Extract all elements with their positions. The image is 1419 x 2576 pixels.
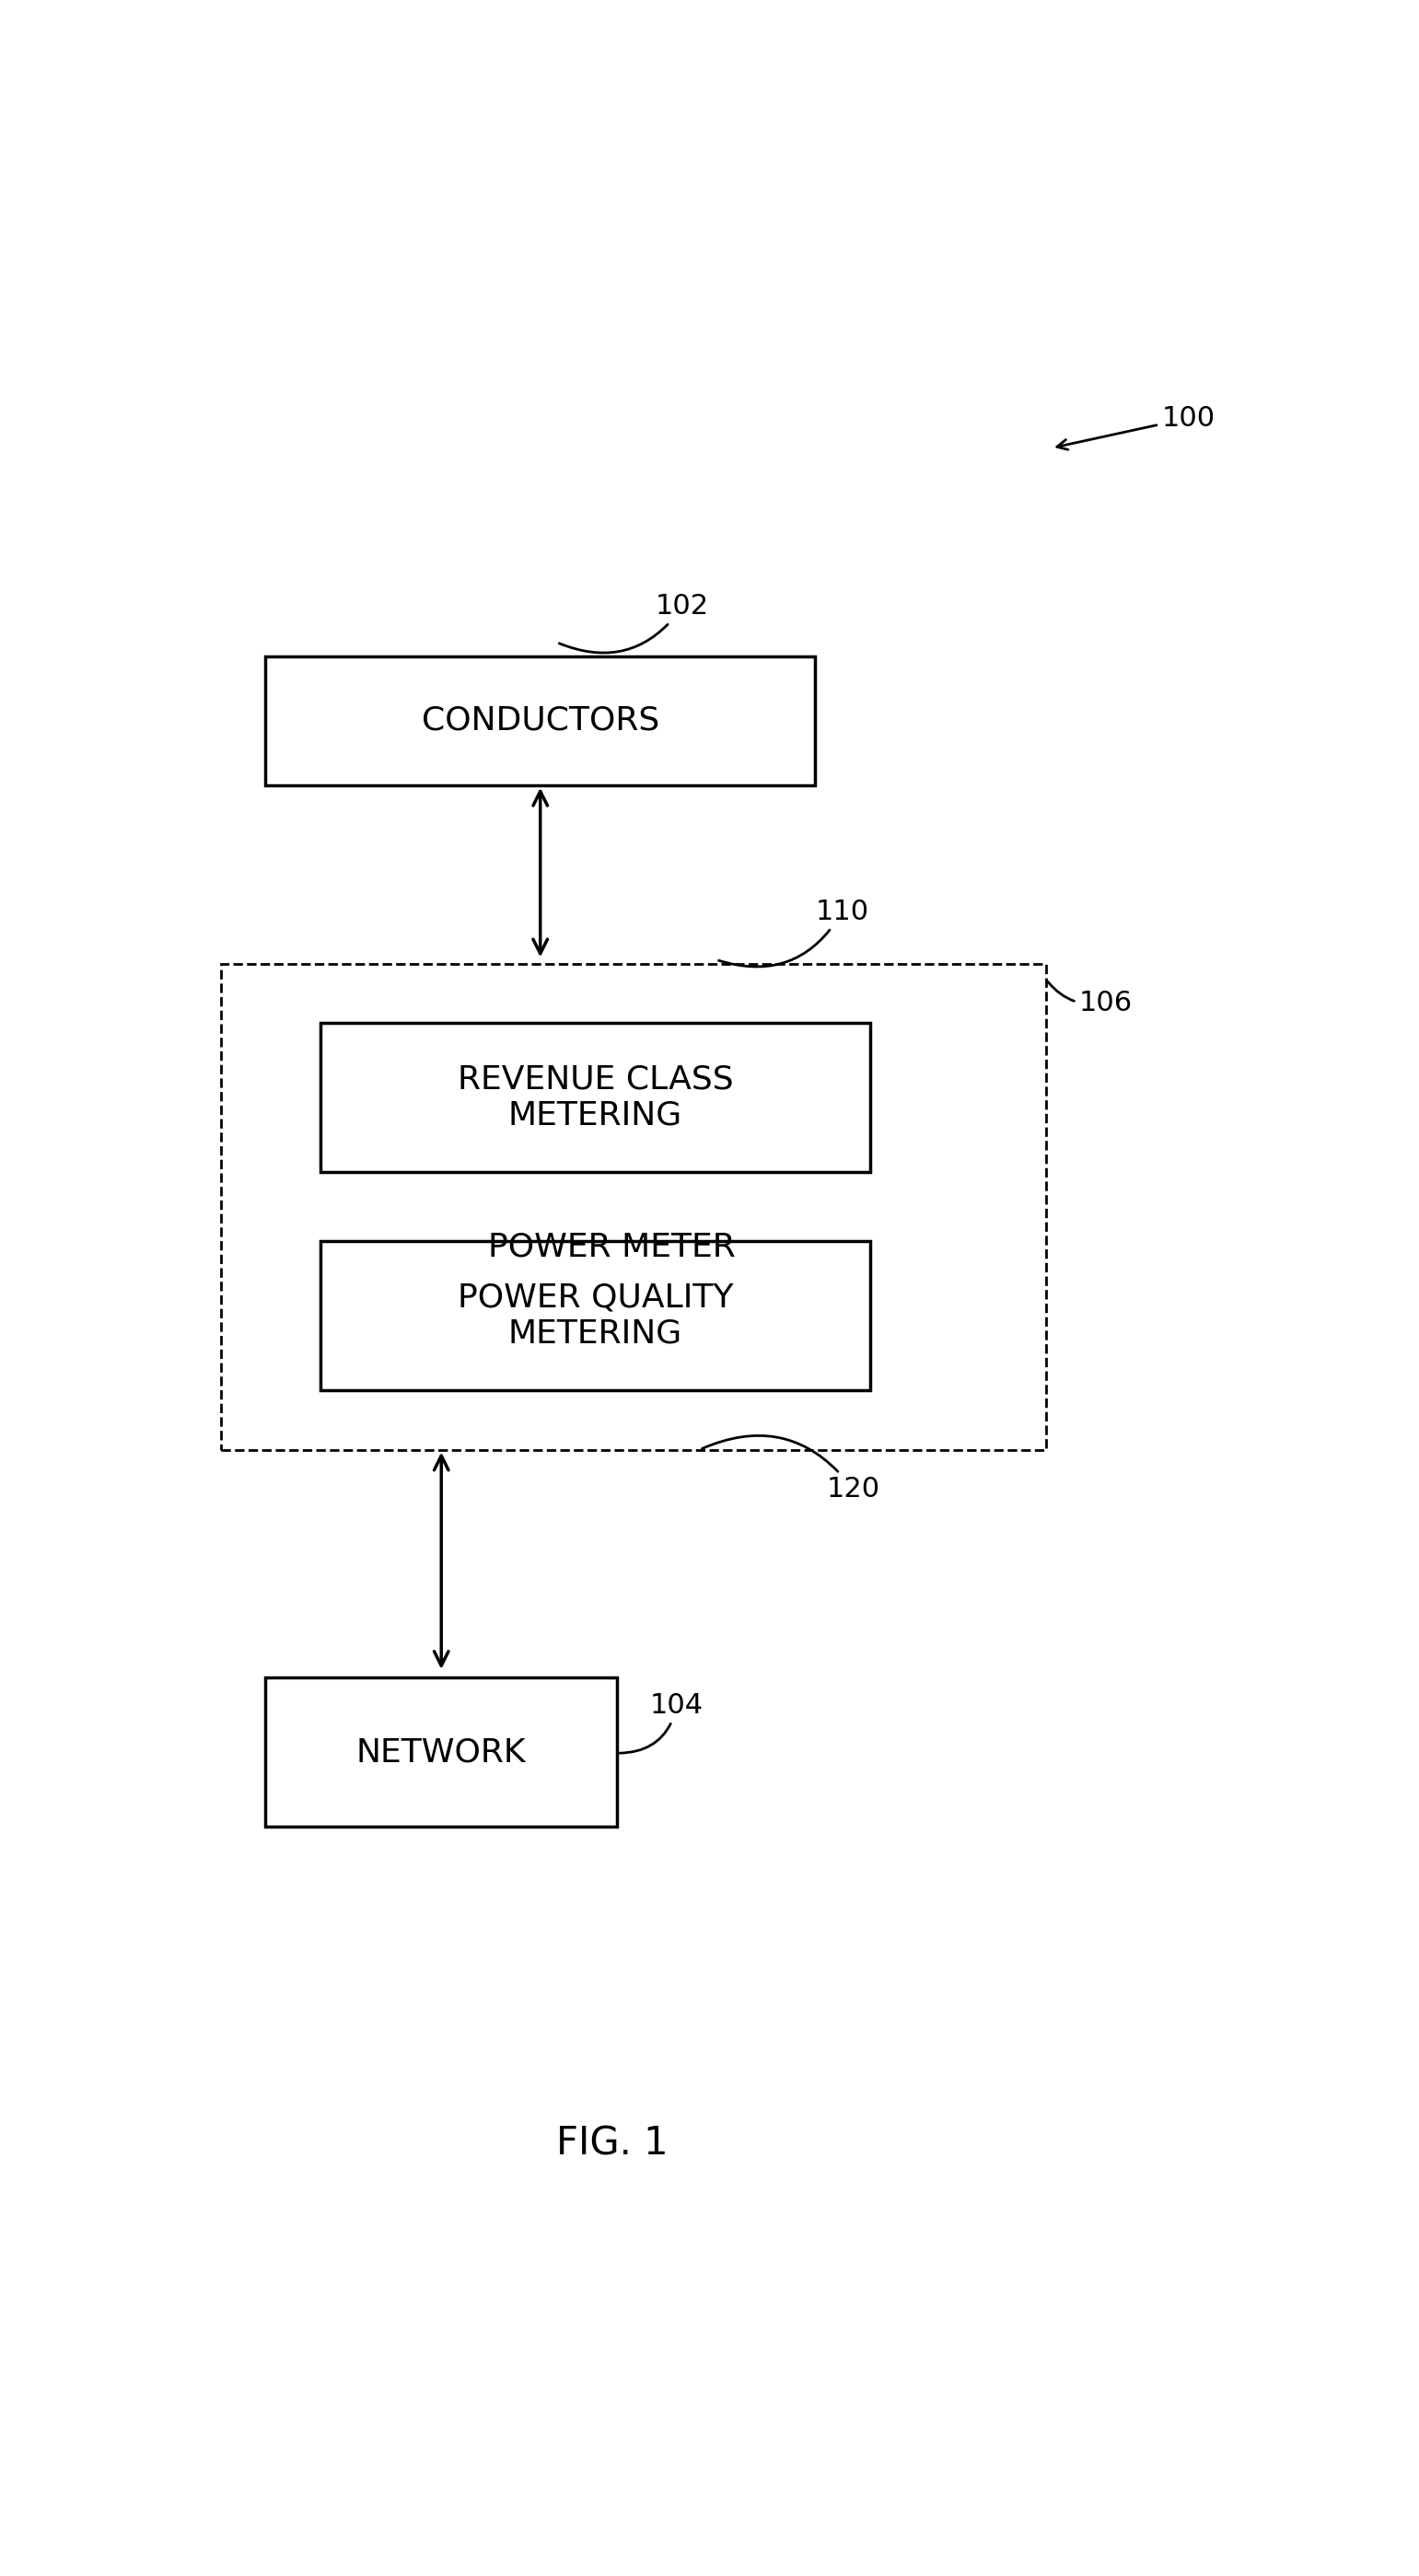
Bar xyxy=(265,657,815,786)
Text: POWER QUALITY
METERING: POWER QUALITY METERING xyxy=(457,1283,734,1350)
Text: 102: 102 xyxy=(559,592,710,652)
Text: 106: 106 xyxy=(1047,981,1132,1018)
Bar xyxy=(321,1242,870,1391)
Text: CONDUCTORS: CONDUCTORS xyxy=(421,706,660,737)
Bar xyxy=(221,963,1046,1450)
Bar xyxy=(321,1023,870,1172)
Text: REVENUE CLASS
METERING: REVENUE CLASS METERING xyxy=(457,1064,734,1131)
Text: 100: 100 xyxy=(1057,404,1215,451)
Text: 110: 110 xyxy=(718,899,868,966)
Text: 120: 120 xyxy=(702,1435,880,1502)
Bar xyxy=(265,1677,617,1826)
Text: FIG. 1: FIG. 1 xyxy=(556,2125,668,2164)
Text: NETWORK: NETWORK xyxy=(356,1736,526,1767)
Text: POWER METER: POWER METER xyxy=(488,1231,735,1262)
Text: 104: 104 xyxy=(620,1692,704,1754)
